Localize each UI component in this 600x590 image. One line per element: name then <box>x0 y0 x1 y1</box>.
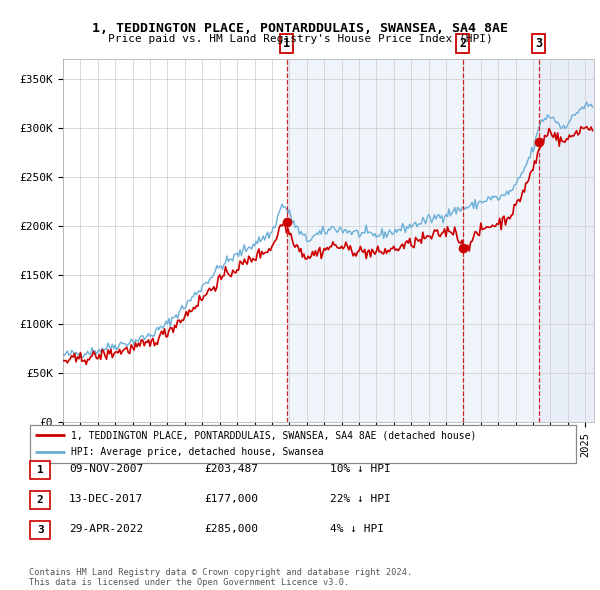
Text: 1, TEDDINGTON PLACE, PONTARDDULAIS, SWANSEA, SA4 8AE: 1, TEDDINGTON PLACE, PONTARDDULAIS, SWAN… <box>92 22 508 35</box>
Bar <box>539 59 594 422</box>
Text: 1: 1 <box>37 465 44 474</box>
Text: £177,000: £177,000 <box>204 494 258 504</box>
Text: 09-NOV-2007: 09-NOV-2007 <box>69 464 143 474</box>
Bar <box>539 59 594 422</box>
Text: This data is licensed under the Open Government Licence v3.0.: This data is licensed under the Open Gov… <box>29 578 349 587</box>
Bar <box>287 59 539 422</box>
Text: 4% ↓ HPI: 4% ↓ HPI <box>330 525 384 534</box>
Text: 1: 1 <box>283 37 290 50</box>
Text: Contains HM Land Registry data © Crown copyright and database right 2024.: Contains HM Land Registry data © Crown c… <box>29 568 412 577</box>
Text: 22% ↓ HPI: 22% ↓ HPI <box>330 494 391 504</box>
FancyBboxPatch shape <box>30 461 50 478</box>
Text: HPI: Average price, detached house, Swansea: HPI: Average price, detached house, Swan… <box>71 447 323 457</box>
Text: £203,487: £203,487 <box>204 464 258 474</box>
Text: Price paid vs. HM Land Registry's House Price Index (HPI): Price paid vs. HM Land Registry's House … <box>107 34 493 44</box>
Text: 2: 2 <box>37 495 44 504</box>
Text: 3: 3 <box>37 525 44 535</box>
FancyBboxPatch shape <box>30 491 50 509</box>
FancyBboxPatch shape <box>30 425 576 463</box>
Text: 29-APR-2022: 29-APR-2022 <box>69 525 143 534</box>
FancyBboxPatch shape <box>30 521 50 539</box>
Text: £285,000: £285,000 <box>204 525 258 534</box>
Text: 2: 2 <box>459 37 466 50</box>
Text: 10% ↓ HPI: 10% ↓ HPI <box>330 464 391 474</box>
Text: 1, TEDDINGTON PLACE, PONTARDDULAIS, SWANSEA, SA4 8AE (detached house): 1, TEDDINGTON PLACE, PONTARDDULAIS, SWAN… <box>71 430 476 440</box>
Text: 3: 3 <box>535 37 542 50</box>
Text: 13-DEC-2017: 13-DEC-2017 <box>69 494 143 504</box>
